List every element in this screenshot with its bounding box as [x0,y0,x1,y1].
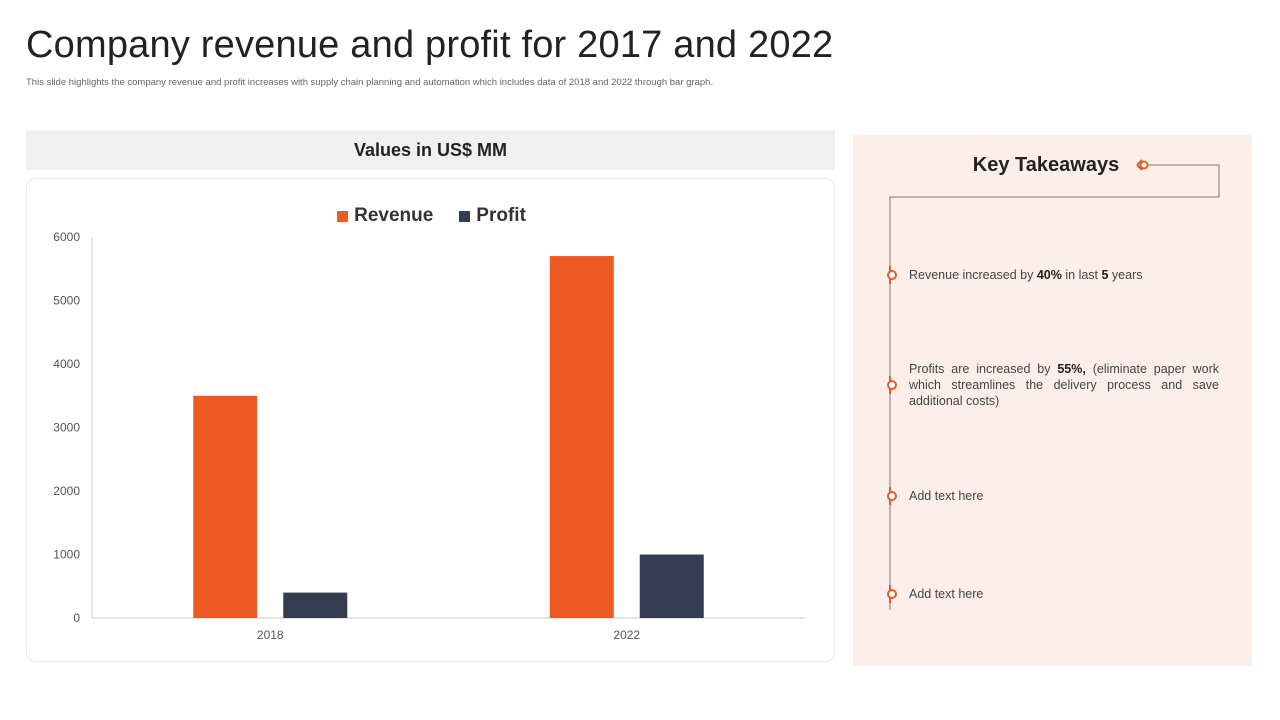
takeaway-item-3: Add text here [909,488,1219,504]
bar-profit-2018 [283,592,348,618]
takeaway-text: in last [1061,268,1102,282]
timeline-marker-icon [887,270,897,280]
legend-item-profit: Profit [459,205,526,227]
y-tick-label: 0 [73,611,80,625]
takeaways-timeline [887,159,1220,610]
timeline-connector [889,164,1220,610]
x-tick-label: 2022 [613,628,640,642]
timeline-marker-icon [887,491,897,501]
legend-label-revenue: Revenue [354,205,434,226]
takeaway-highlight: 5 [1101,268,1109,282]
takeaway-item-1: Revenue increased by 40% in last 5 years [909,267,1219,283]
bar-chart: 0 1000 2000 3000 4000 5000 6000 2018 2022 [53,230,805,642]
y-tick-label: 1000 [53,548,80,562]
takeaway-item-2: Profits are increased by 55%, (eliminate… [909,361,1219,409]
chart-header: Values in US$ MM [26,130,835,170]
takeaway-text: (eliminate paper work which streamlines … [909,362,1219,408]
title-marker-icon [1139,160,1149,170]
bar-revenue-2022 [549,256,614,618]
chart-container: 0 1000 2000 3000 4000 5000 6000 2018 2022 Revenu… [26,178,835,662]
page-subtitle: This slide highlights the company revenu… [26,77,714,88]
legend-swatch-profit [459,210,471,222]
y-tick-label: 3000 [53,421,80,435]
takeaway-text: years [1108,268,1143,282]
key-takeaways-title: Key Takeaways [972,154,1120,176]
bar-profit-2022 [639,554,704,618]
bar-revenue-2018 [193,395,258,618]
y-tick-label: 5000 [53,294,80,308]
legend-swatch-revenue [337,210,349,222]
takeaway-item-4: Add text here [909,586,1219,602]
x-tick-label: 2018 [257,628,284,642]
timeline-marker-icon [887,380,897,390]
takeaway-text: Revenue increased by [909,268,1037,282]
legend-label-profit: Profit [476,205,526,226]
timeline-marker-icon [887,589,897,599]
y-tick-label: 4000 [53,357,80,371]
page-title: Company revenue and profit for 2017 and … [26,24,834,66]
takeaway-highlight: 55%, [1057,362,1086,376]
takeaway-text: Add text here [909,587,984,601]
title-arrow-icon [1136,159,1143,171]
chart-legend: Revenue Profit [27,205,836,227]
takeaway-text: Profits are increased by [909,362,1058,376]
y-tick-label: 6000 [53,230,80,244]
takeaway-text: Add text here [909,489,984,503]
key-takeaways-panel: Key Takeaways Revenue increased by 40% i… [853,135,1252,666]
legend-item-revenue: Revenue [337,205,433,227]
takeaway-highlight: 40% [1036,268,1062,282]
y-tick-label: 2000 [53,484,80,498]
